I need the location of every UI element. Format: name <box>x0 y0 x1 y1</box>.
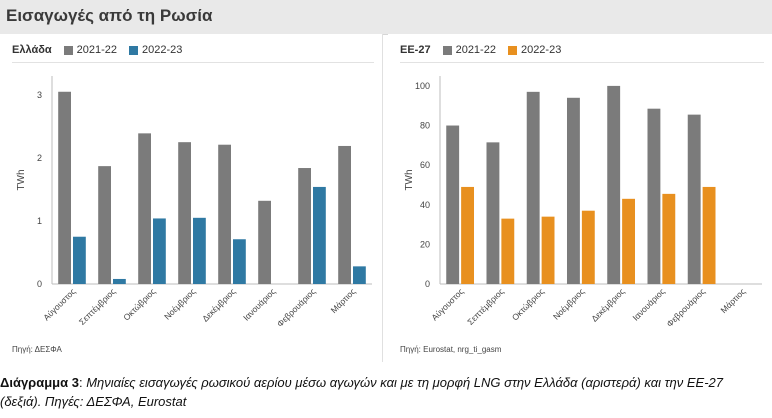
legend-label: 2022-23 <box>520 44 562 56</box>
source-note: Πηγή: Eurostat, nrg_ti_gasm <box>400 345 502 354</box>
source-note: Πηγή: ΔΕΣΦΑ <box>12 345 62 354</box>
legend-item-2022-23: 2022-23 <box>507 44 562 56</box>
x-tick-label: Νοέμβριος <box>162 286 197 321</box>
legend: ΕΕ-27 2021-22 2022-23 <box>400 44 567 56</box>
y-tick-label: 100 <box>415 81 430 91</box>
chart-panel-eu27: ΕΕ-27 2021-22 2022-23 0 20 40 60 80 100 TWh Αύγ… <box>388 34 772 362</box>
bar-2021-22 <box>298 168 311 284</box>
y-tick-label: 80 <box>420 121 430 131</box>
bar-2021-22 <box>98 166 111 284</box>
x-tick-label: Αύγουστος <box>429 286 465 322</box>
bar-chart-greece: 0 1 2 3 TWh Αύγουστος Σεπτέμβριος Οκτώβριος Νοέμ… <box>16 76 372 329</box>
bar-2022-23 <box>113 278 126 284</box>
bar-2022-23 <box>153 218 166 284</box>
bar-2022-23 <box>501 218 515 284</box>
y-axis-label: TWh <box>16 169 27 190</box>
bar-chart-eu27: 0 20 40 60 80 100 TWh Αύγουστος Σεπτέμβριος Οκτώβ… <box>404 76 762 329</box>
bar-2021-22 <box>218 144 231 284</box>
legend-item-2021-22: 2021-22 <box>442 44 496 56</box>
legend-label: 2021-22 <box>455 44 496 56</box>
bar-2021-22 <box>58 91 71 285</box>
legend-swatch-blue <box>129 45 139 55</box>
bar-2022-23 <box>702 186 716 284</box>
legend-country: ΕΕ-27 <box>400 44 431 56</box>
bar-2021-22 <box>178 142 191 284</box>
bar-2022-23 <box>193 217 206 284</box>
bar-2021-22 <box>607 85 621 285</box>
legend: Ελλάδα 2021-22 2022-23 <box>12 44 188 56</box>
bar-2021-22 <box>486 142 500 284</box>
x-tick-label: Οκτώβριος <box>510 286 546 322</box>
page-title: Εισαγωγές από τη Ρωσία <box>6 6 213 25</box>
x-tick-label: Σεπτέμβριος <box>77 286 118 327</box>
bar-2022-23 <box>313 186 326 284</box>
bar-2021-22 <box>258 200 271 284</box>
y-tick-label: 40 <box>420 200 430 210</box>
y-tick-label: 60 <box>420 160 430 170</box>
y-tick-label: 2 <box>37 153 42 163</box>
legend-divider <box>400 62 764 63</box>
y-tick-label: 0 <box>37 279 42 289</box>
x-tick-label: Σεπτέμβριος <box>465 286 506 327</box>
x-tick-label: Δεκέμβριος <box>589 286 626 323</box>
x-tick-label: Μάρτιος <box>329 286 358 315</box>
x-tick-label: Ιανουάριος <box>241 286 277 322</box>
x-tick-label: Νοέμβριος <box>551 286 586 321</box>
figure-caption: Διάγραμμα 3: Μηνιαίες εισαγωγές ρωσικού … <box>0 373 766 411</box>
header-bar: Εισαγωγές από τη Ρωσία <box>0 0 772 35</box>
x-tick-label: Φεβρουάριος <box>275 286 318 329</box>
x-tick-label: Δεκέμβριος <box>200 286 237 323</box>
bar-2022-23 <box>581 210 595 284</box>
y-tick-label: 20 <box>420 239 430 249</box>
legend-swatch-grey <box>442 45 452 55</box>
legend-divider <box>12 62 374 63</box>
y-tick-label: 1 <box>37 216 42 226</box>
caption-text: Μηνιαίες εισαγωγές ρωσικού αερίου μέσω α… <box>0 375 723 409</box>
bar-2021-22 <box>566 97 580 285</box>
bar-2021-22 <box>338 145 351 284</box>
bar-2022-23 <box>622 198 636 284</box>
bar-2021-22 <box>138 133 151 284</box>
legend-label: 2022-23 <box>142 44 183 56</box>
bar-2022-23 <box>73 236 86 284</box>
bar-2021-22 <box>446 125 460 285</box>
bar-2021-22 <box>526 91 540 284</box>
chart-panel-greece: Ελλάδα 2021-22 2022-23 0 1 2 3 TWh Αύγουστος Σ… <box>0 34 383 362</box>
y-tick-label: 0 <box>425 279 430 289</box>
caption-separator: : <box>78 375 87 390</box>
x-tick-label: Φεβρουάριος <box>665 286 708 329</box>
x-tick-label: Ιανουάριος <box>630 286 666 322</box>
y-axis-label: TWh <box>404 169 415 190</box>
x-tick-label: Μάρτιος <box>718 286 747 315</box>
bar-2022-23 <box>662 193 676 284</box>
legend-country: Ελλάδα <box>12 44 52 56</box>
bar-2022-23 <box>541 216 555 284</box>
bar-2022-23 <box>233 239 246 284</box>
caption-label: Διάγραμμα 3 <box>0 375 79 390</box>
legend-item-2022-23: 2022-23 <box>129 44 182 56</box>
x-tick-label: Αύγουστος <box>41 286 77 322</box>
bar-2022-23 <box>461 186 475 284</box>
legend-swatch-orange <box>507 45 517 55</box>
legend-item-2021-22: 2021-22 <box>63 44 118 56</box>
bar-2022-23 <box>353 266 366 284</box>
legend-label: 2021-22 <box>76 44 118 56</box>
legend-swatch-grey <box>63 45 73 55</box>
x-tick-label: Οκτώβριος <box>121 286 157 322</box>
y-tick-label: 3 <box>37 90 42 100</box>
bar-2021-22 <box>687 114 701 284</box>
bar-2021-22 <box>647 108 661 284</box>
